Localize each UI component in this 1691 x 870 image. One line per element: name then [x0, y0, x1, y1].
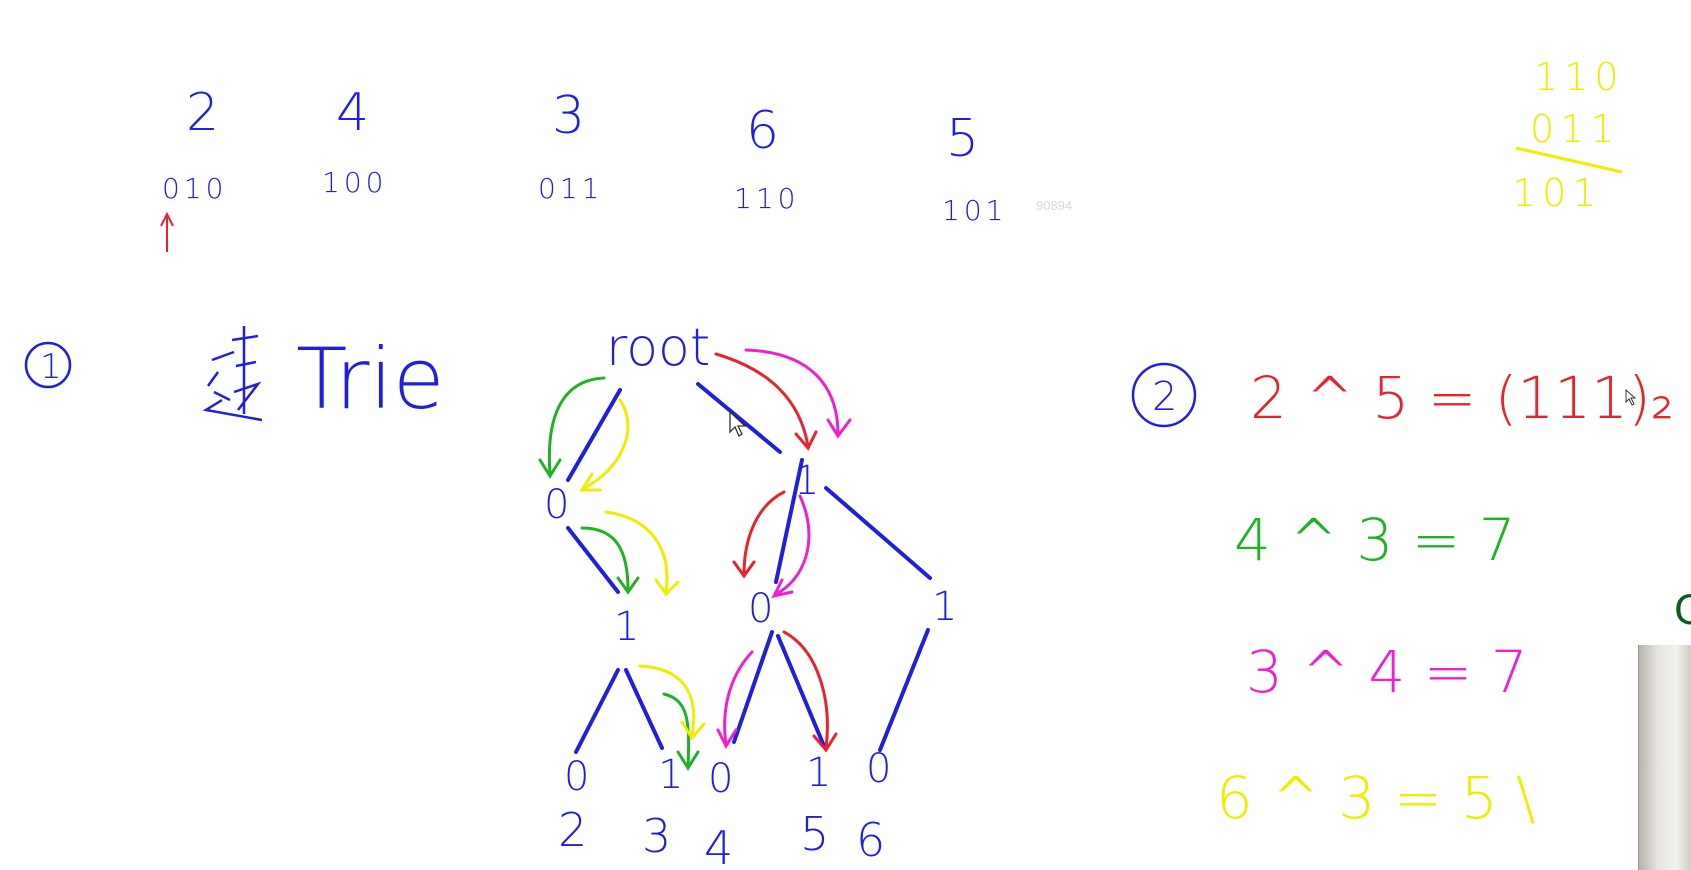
- trie-node: 0: [748, 586, 773, 632]
- top-right-calc: 110 011 101: [1512, 55, 1625, 215]
- chinese-glyph-sketch: [202, 326, 263, 422]
- webcam-video: [1638, 645, 1691, 870]
- trie-node: 1: [806, 750, 831, 796]
- binary-value: 100: [322, 166, 387, 199]
- number-value: 3: [552, 86, 585, 146]
- trie-edges: [566, 382, 932, 754]
- equation-line: 4 ^ 3 = 7: [1234, 506, 1516, 574]
- webcam-overlay-edge: C: [1674, 588, 1691, 634]
- binary-row: 010 100 011 110 101: [162, 166, 1007, 227]
- trie-node: 0: [866, 746, 891, 792]
- trie-label: Trie: [296, 330, 445, 428]
- step2-marker: 2: [1131, 362, 1197, 428]
- trie-node: 0: [564, 754, 589, 800]
- leaf-value: 2: [558, 803, 587, 857]
- equation-line: 6 ^ 3 = 5 \: [1216, 764, 1536, 832]
- binary-value: 110: [734, 182, 799, 215]
- number-value: 4: [336, 83, 369, 143]
- step1-marker: 1: [24, 341, 72, 389]
- leaf-value: 3: [642, 809, 671, 863]
- step2-marker-number: 2: [1152, 374, 1177, 420]
- number-value: 6: [746, 101, 779, 161]
- trie-leaf-values: 2 3 4 5 6: [558, 803, 885, 870]
- up-arrow-icon: [160, 211, 174, 252]
- number-row: 2 4 3 6 5: [186, 83, 979, 169]
- watermark-id: 90894: [1036, 198, 1073, 213]
- trie-node: 1: [932, 584, 957, 630]
- traversal-arrows: [538, 348, 852, 771]
- trie-node: 1: [794, 458, 819, 504]
- trie-nodes: 0 1 1 0 1 0 1 0 1 0: [544, 458, 957, 802]
- trie-node: 1: [658, 752, 683, 798]
- binary-value: 010: [162, 172, 227, 205]
- number-value: 2: [186, 83, 219, 143]
- trie-node: 0: [544, 482, 569, 528]
- trie-node: 1: [614, 604, 639, 650]
- leaf-value: 6: [856, 813, 885, 867]
- small-cursor-icon: [1625, 388, 1637, 406]
- calc-divider: [1515, 146, 1623, 174]
- trie-node: 0: [708, 756, 733, 802]
- leaf-value: 4: [704, 821, 733, 870]
- equation-line: 3 ^ 4 = 7: [1246, 638, 1528, 706]
- calc-line: 110: [1534, 55, 1625, 99]
- step1-marker-number: 1: [40, 347, 62, 387]
- leaf-value: 5: [800, 807, 829, 861]
- binary-value: 011: [538, 172, 603, 205]
- pointer-cursor-icon: [729, 410, 747, 437]
- xor-equations: 2 ^ 5 = (111)₂ = 7 4 ^ 3 = 7 3 ^ 4 = 7 6…: [1216, 364, 1691, 832]
- calc-line: 011: [1530, 107, 1621, 151]
- binary-value: 101: [942, 194, 1007, 227]
- number-value: 5: [946, 109, 979, 169]
- trie-root-label: root: [606, 318, 710, 378]
- equation-line: 2 ^ 5 = (111)₂ = 7: [1250, 364, 1691, 432]
- calc-line: 101: [1512, 171, 1603, 215]
